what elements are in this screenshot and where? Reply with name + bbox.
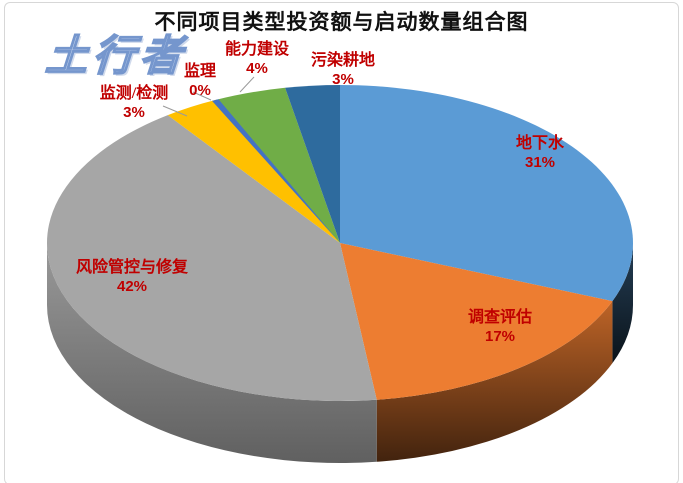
slice-percent: 3%: [123, 104, 145, 121]
slice-label-monitoring-testing: 监测/检测 3%: [100, 84, 168, 122]
pie-side-2: [47, 243, 377, 463]
pie-slice-4[interactable]: [212, 99, 340, 243]
slice-name: 能力建设: [224, 41, 290, 58]
slice-label-supervision: 监理 0%: [184, 62, 216, 100]
slice-name: 污染耕地: [310, 52, 376, 69]
slice-label-survey-assessment: 调查评估 17%: [468, 308, 532, 346]
slice-label-groundwater: 地下水 31%: [516, 134, 564, 172]
slice-name: 风险管控与修复: [75, 259, 189, 276]
pie-slice-6[interactable]: [285, 85, 340, 243]
pie-slice-2[interactable]: [46, 115, 377, 401]
pie-slice-1[interactable]: [340, 243, 613, 400]
label-leader-line: [239, 76, 255, 93]
slice-name: 监测/检测: [99, 85, 169, 102]
slice-percent: 4%: [246, 60, 268, 77]
slice-percent: 31%: [524, 154, 556, 171]
pie-side-0: [612, 243, 633, 364]
slice-percent: 3%: [332, 71, 354, 88]
pie-slice-5[interactable]: [215, 87, 340, 243]
watermark-text: 土行者: [43, 33, 189, 81]
label-leader-line: [162, 105, 188, 117]
chart-title: 不同项目类型投资额与启动数量组合图: [154, 11, 529, 34]
slice-label-polluted-farmland: 污染耕地 3%: [311, 51, 375, 89]
slice-name: 地下水: [515, 135, 565, 152]
slice-label-capacity-building: 能力建设 4%: [225, 40, 289, 78]
slice-percent: 42%: [116, 278, 148, 295]
pie-slice-3[interactable]: [167, 100, 340, 243]
slice-percent: 0%: [189, 82, 211, 99]
pie-slice-0[interactable]: [340, 85, 633, 302]
pie-side-1: [376, 301, 613, 462]
slice-label-risk-control-remediation: 风险管控与修复 42%: [76, 258, 188, 296]
slice-name: 调查评估: [467, 309, 533, 326]
slice-name: 监理: [183, 63, 217, 80]
label-leader-line: [192, 91, 212, 101]
slice-percent: 17%: [484, 328, 516, 345]
